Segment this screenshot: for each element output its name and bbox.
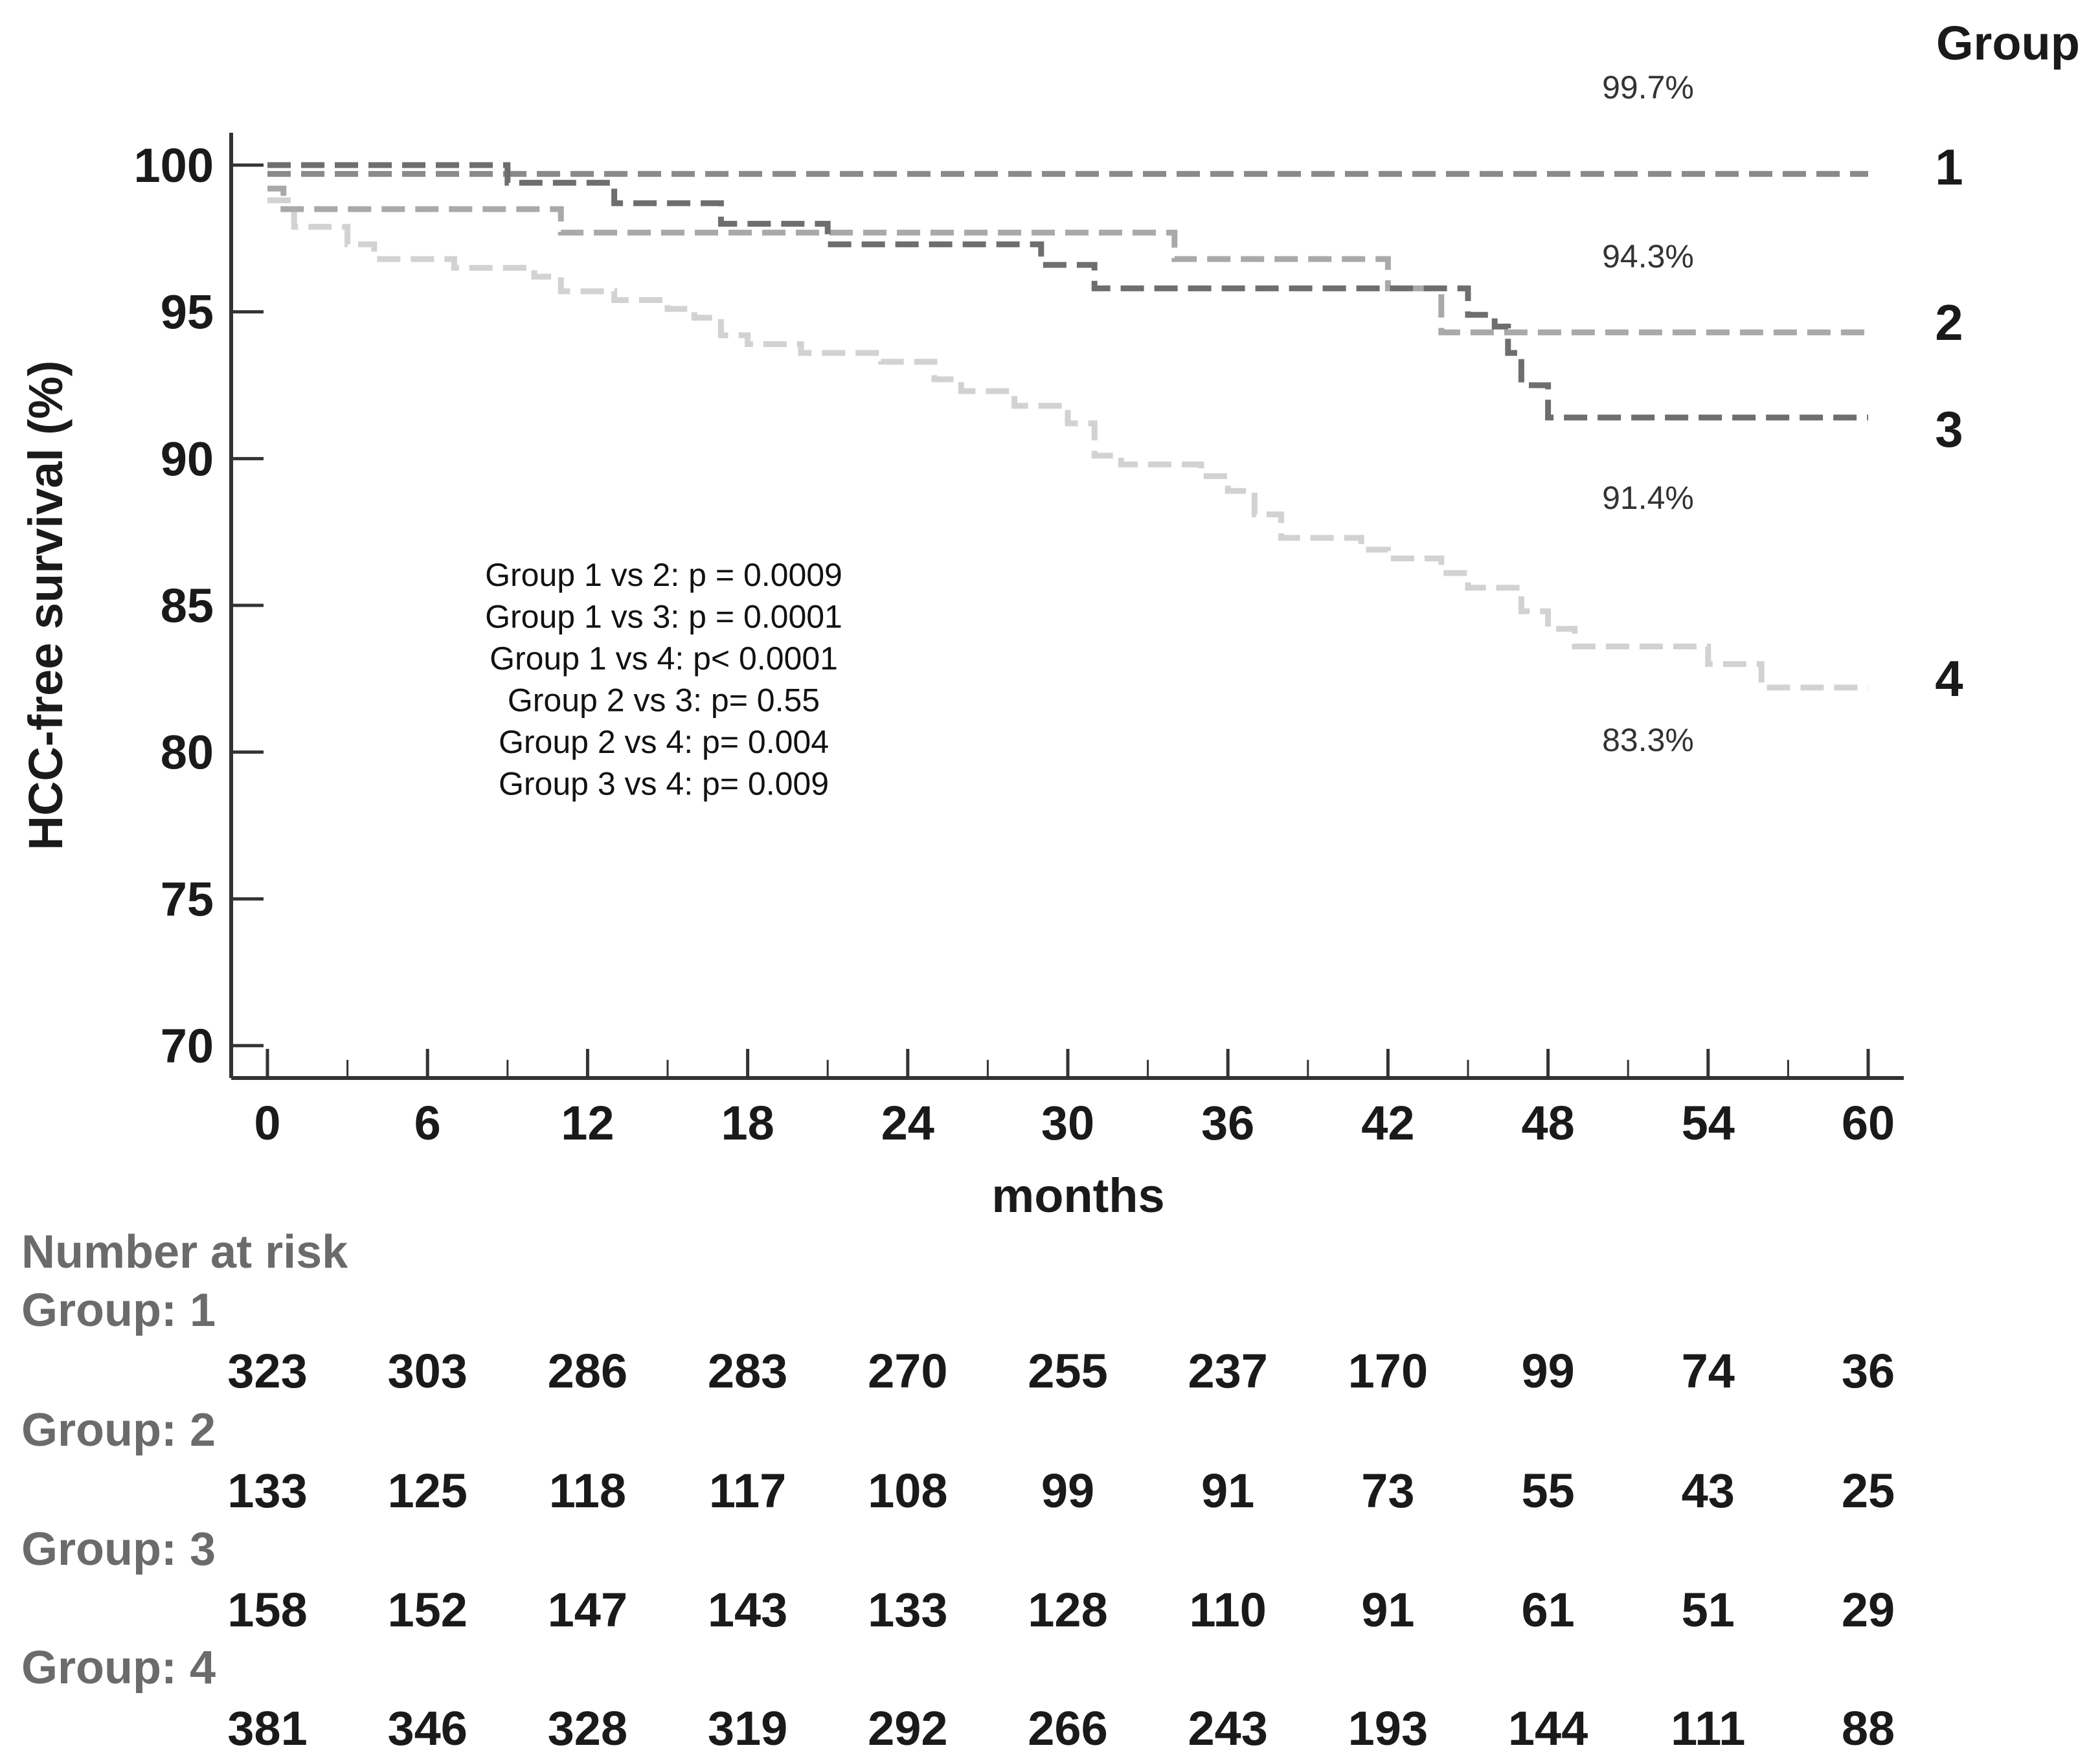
risk-value: 283 [708,1344,787,1398]
risk-value: 286 [548,1344,627,1398]
p-value-annotation: Group 2 vs 3: p= 0.55 [508,682,820,719]
group-label-2: 2 [1935,294,1963,351]
end-percent-group-1: 99.7% [1602,69,1694,106]
y-tick-label: 100 [134,139,214,192]
risk-value: 152 [387,1583,467,1637]
risk-value: 74 [1682,1344,1735,1398]
x-tick-label: 48 [1521,1096,1574,1150]
risk-value: 128 [1028,1583,1107,1637]
group-label-3: 3 [1935,401,1963,458]
y-tick-label: 80 [161,726,214,780]
x-tick-label: 54 [1682,1096,1735,1150]
risk-value: 266 [1028,1701,1107,1755]
y-tick-label: 70 [161,1019,214,1073]
risk-value: 91 [1201,1464,1254,1518]
risk-value: 243 [1188,1701,1267,1755]
risk-value: 381 [227,1701,307,1755]
end-percent-group-2: 94.3% [1602,238,1694,275]
risk-value: 108 [868,1464,947,1518]
risk-value: 36 [1842,1344,1895,1398]
risk-value: 319 [708,1701,787,1755]
risk-value: 99 [1041,1464,1094,1518]
p-value-annotation: Group 3 vs 4: p= 0.009 [499,766,829,802]
axes: 70 75 80 85 90 95 100 0 6 12 18 24 30 36 42 48 54 60 month… [19,133,1904,1222]
survival-line-group-2 [267,185,1868,335]
p-value-annotation: Group 1 vs 4: p< 0.0001 [490,640,838,677]
risk-value: 55 [1521,1464,1574,1518]
p-value-annotation: Group 1 vs 2: p = 0.0009 [485,557,842,593]
risk-value: 91 [1361,1583,1414,1637]
x-tick-label: 6 [414,1096,441,1150]
risk-value: 270 [868,1344,947,1398]
risk-group-label: Group: 3 [21,1523,216,1575]
risk-value: 143 [708,1583,787,1637]
x-tick-label: 12 [561,1096,614,1150]
risk-value: 346 [387,1701,467,1755]
risk-value: 111 [1671,1701,1745,1755]
risk-value: 292 [868,1701,947,1755]
legend-title: Group [1936,16,2080,70]
risk-value: 51 [1682,1583,1735,1637]
risk-value: 237 [1188,1344,1267,1398]
y-tick-label: 90 [161,432,214,486]
risk-table-title: Number at risk [21,1226,348,1278]
risk-group-label: Group: 1 [21,1285,216,1336]
y-axis-title: HCC-free survival (%) [19,361,73,851]
x-tick-label: 18 [721,1096,774,1150]
y-tick-label: 85 [161,579,214,633]
risk-value: 133 [868,1583,947,1637]
risk-value: 125 [387,1464,467,1518]
survival-line-group-4 [267,197,1868,691]
x-axis-title: months [991,1169,1164,1222]
risk-value: 158 [227,1583,307,1637]
labels-layer: Group 1 2 3 4 99.7% 94.3% 91.4% 83.3% Group 1 vs … [485,16,2080,802]
risk-value: 43 [1682,1464,1735,1518]
group-label-4: 4 [1935,650,1963,707]
risk-value: 25 [1842,1464,1895,1518]
x-tick-label: 60 [1842,1096,1895,1150]
risk-value: 133 [227,1464,307,1518]
risk-value: 110 [1190,1583,1267,1637]
risk-value: 29 [1842,1583,1895,1637]
risk-value: 118 [549,1464,626,1518]
risk-value: 170 [1348,1344,1428,1398]
end-percent-group-4: 83.3% [1602,722,1694,758]
p-value-annotation: Group 1 vs 3: p = 0.0001 [485,599,842,635]
group-label-1: 1 [1935,139,1963,196]
risk-value: 88 [1842,1701,1895,1755]
y-tick-label: 75 [161,872,214,926]
x-tick-label: 36 [1201,1096,1254,1150]
risk-group-label: Group: 2 [21,1404,216,1456]
x-tick-label: 24 [881,1096,934,1150]
survival-line-group-3 [267,162,1868,421]
x-tick-label: 30 [1041,1096,1094,1150]
risk-value: 61 [1521,1583,1574,1637]
end-percent-group-3: 91.4% [1602,480,1694,516]
risk-value: 328 [548,1701,627,1755]
risk-value: 99 [1521,1344,1574,1398]
risk-value: 117 [709,1464,786,1518]
risk-value: 144 [1508,1701,1588,1755]
x-tick-label: 0 [254,1096,280,1150]
risk-value: 193 [1348,1701,1428,1755]
x-tick-label: 42 [1361,1096,1414,1150]
series-layer [267,162,1868,691]
risk-value: 323 [227,1344,307,1398]
risk-value: 73 [1361,1464,1414,1518]
risk-value: 147 [548,1583,627,1637]
y-tick-label: 95 [161,286,214,339]
p-value-annotation: Group 2 vs 4: p= 0.004 [499,724,829,760]
risk-value: 255 [1028,1344,1107,1398]
risk-group-label: Group: 4 [21,1642,216,1694]
risk-value: 303 [387,1344,467,1398]
